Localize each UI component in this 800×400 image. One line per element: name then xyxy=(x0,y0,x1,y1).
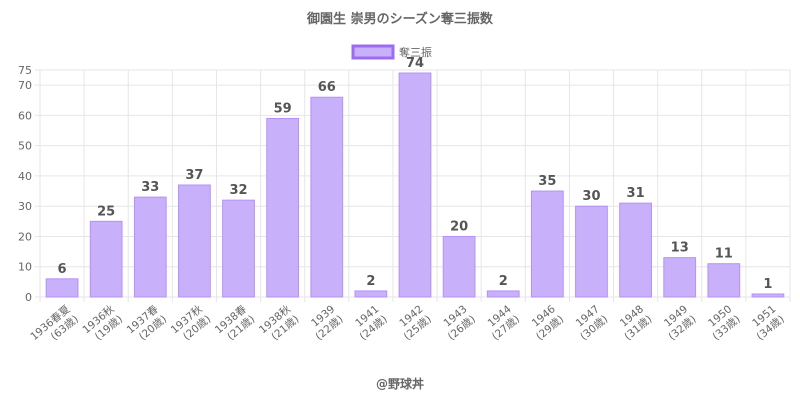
data-label: 6 xyxy=(58,262,67,277)
y-tick-label: 0 xyxy=(25,291,32,304)
bar[interactable] xyxy=(575,205,608,298)
bar[interactable] xyxy=(751,293,785,298)
x-axis: 1936春夏(63歳) 1936秋(19歳) 1937春(20歳) 1937秋(20歳… xyxy=(28,302,787,343)
bar[interactable] xyxy=(530,190,564,298)
data-label: 13 xyxy=(671,241,689,256)
x-tick-label: 1949(32歳) xyxy=(662,303,699,343)
bar[interactable] xyxy=(486,290,520,298)
data-label: 74 xyxy=(406,56,424,71)
data-label: 30 xyxy=(582,189,600,204)
bar[interactable] xyxy=(45,278,79,298)
bar[interactable] xyxy=(442,235,476,298)
chart-title: 御園生 崇男のシーズン奪三振数 xyxy=(306,11,494,27)
x-tick-label: 1951(34歳) xyxy=(750,303,787,343)
bar[interactable] xyxy=(398,72,432,298)
y-tick-label: 60 xyxy=(18,109,32,122)
x-tick-label: 1942(25歳) xyxy=(397,303,434,343)
data-label: 33 xyxy=(141,180,159,195)
x-tick-label: 1937春(20歳) xyxy=(125,303,170,343)
x-tick-label: 1946(29歳) xyxy=(530,303,567,343)
bar[interactable] xyxy=(707,263,741,298)
bar[interactable] xyxy=(178,184,211,298)
y-tick-label: 10 xyxy=(18,261,32,274)
x-tick-label: 1936秋(19歳) xyxy=(80,302,125,343)
legend-swatch xyxy=(351,44,395,60)
x-tick-label: 1939(22歳) xyxy=(309,303,346,343)
x-tick-label: 1938秋(21歳) xyxy=(256,302,301,343)
data-label: 66 xyxy=(318,80,336,95)
bar[interactable] xyxy=(310,96,344,298)
bar[interactable] xyxy=(663,257,697,298)
y-tick-label: 20 xyxy=(18,230,32,243)
y-tick-label: 40 xyxy=(18,170,32,183)
data-label: 1 xyxy=(763,277,772,292)
data-label: 11 xyxy=(715,247,733,262)
data-label: 31 xyxy=(627,186,645,201)
bar[interactable] xyxy=(266,117,300,298)
x-tick-label: 1938春(21歳) xyxy=(213,303,258,343)
data-label: 35 xyxy=(538,174,556,189)
bar[interactable] xyxy=(619,202,652,298)
legend[interactable]: 奪三振 xyxy=(351,44,432,60)
data-label: 37 xyxy=(185,168,203,183)
x-tick-label: 1936春夏(63歳) xyxy=(28,303,81,343)
y-tick-label: 50 xyxy=(18,140,32,153)
data-label: 59 xyxy=(274,101,292,116)
data-label: 32 xyxy=(229,183,247,198)
bar[interactable] xyxy=(354,290,388,298)
x-tick-label: 1944(27歳) xyxy=(486,303,523,343)
x-tick-label: 1937秋(20歳) xyxy=(168,302,213,343)
bar[interactable] xyxy=(89,220,123,298)
bars xyxy=(45,72,785,298)
data-label: 2 xyxy=(366,274,375,289)
x-tick-label: 1943(26歳) xyxy=(441,303,478,343)
bar[interactable] xyxy=(222,199,255,298)
x-tick-label: 1941(24歳) xyxy=(353,303,390,343)
x-tick-label: 1947(30歳) xyxy=(574,303,611,343)
y-tick-label: 30 xyxy=(18,200,32,213)
data-label: 25 xyxy=(97,204,115,219)
bar[interactable] xyxy=(133,196,167,298)
data-label: 20 xyxy=(450,219,468,234)
data-label: 2 xyxy=(499,274,508,289)
legend-label: 奪三振 xyxy=(399,45,432,59)
credit-text: @野球丼 xyxy=(376,376,424,391)
y-axis: 0 10 20 30 40 50 60 70 75 xyxy=(18,64,32,304)
x-tick-label: 1948(31歳) xyxy=(618,303,655,343)
y-tick-label: 70 xyxy=(18,79,32,92)
x-tick-label: 1950(33歳) xyxy=(706,303,743,343)
y-tick-label: 75 xyxy=(18,64,32,77)
